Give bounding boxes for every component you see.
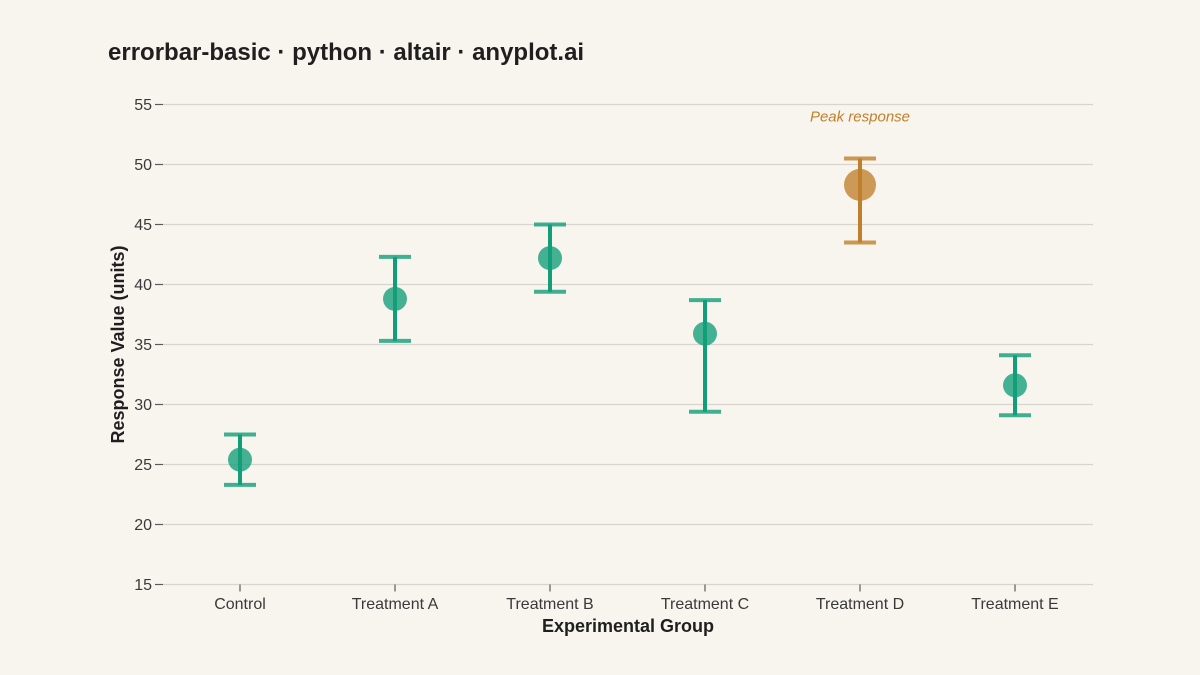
error-bar-group [534, 222, 566, 294]
y-tick-label: 35 [134, 337, 152, 354]
y-tick-label: 45 [134, 217, 152, 234]
error-bars [224, 156, 1031, 487]
error-bar-group [689, 298, 721, 414]
error-bar-group [999, 353, 1031, 418]
x-tick-label: Treatment B [506, 596, 593, 613]
mean-point [844, 168, 876, 201]
x-tick-label: Treatment A [352, 596, 439, 613]
gridlines [163, 103, 1093, 586]
mean-point [228, 447, 252, 472]
y-tick-label: 50 [134, 157, 152, 174]
y-tick-label: 40 [134, 277, 152, 294]
mean-point [538, 246, 562, 271]
x-tick-label: Control [214, 596, 266, 613]
mean-point [383, 286, 407, 311]
y-tick-label: 15 [134, 577, 152, 594]
x-axis-title: Experimental Group [542, 616, 714, 636]
error-bar-group [379, 254, 411, 343]
error-bar-group [224, 432, 256, 487]
error-bar-group [844, 156, 876, 245]
x-tick-label: Treatment E [971, 596, 1058, 613]
mean-point [693, 321, 717, 346]
annotation-label: Peak response [810, 109, 910, 126]
chart-title: errorbar-basic · python · altair · anypl… [108, 39, 584, 66]
x-tick-label: Treatment D [816, 596, 904, 613]
x-axis: Control Treatment A Treatment B Treatment C… [214, 584, 1059, 613]
y-axis-title: Response Value (units) [108, 245, 128, 443]
y-tick-label: 30 [134, 397, 152, 414]
y-tick-label: 55 [134, 97, 152, 114]
y-axis: 15 20 25 30 35 40 45 50 55 [134, 97, 163, 594]
y-tick-label: 20 [134, 517, 152, 534]
x-tick-label: Treatment C [661, 596, 749, 613]
mean-point [1003, 373, 1027, 398]
y-tick-label: 25 [134, 457, 152, 474]
